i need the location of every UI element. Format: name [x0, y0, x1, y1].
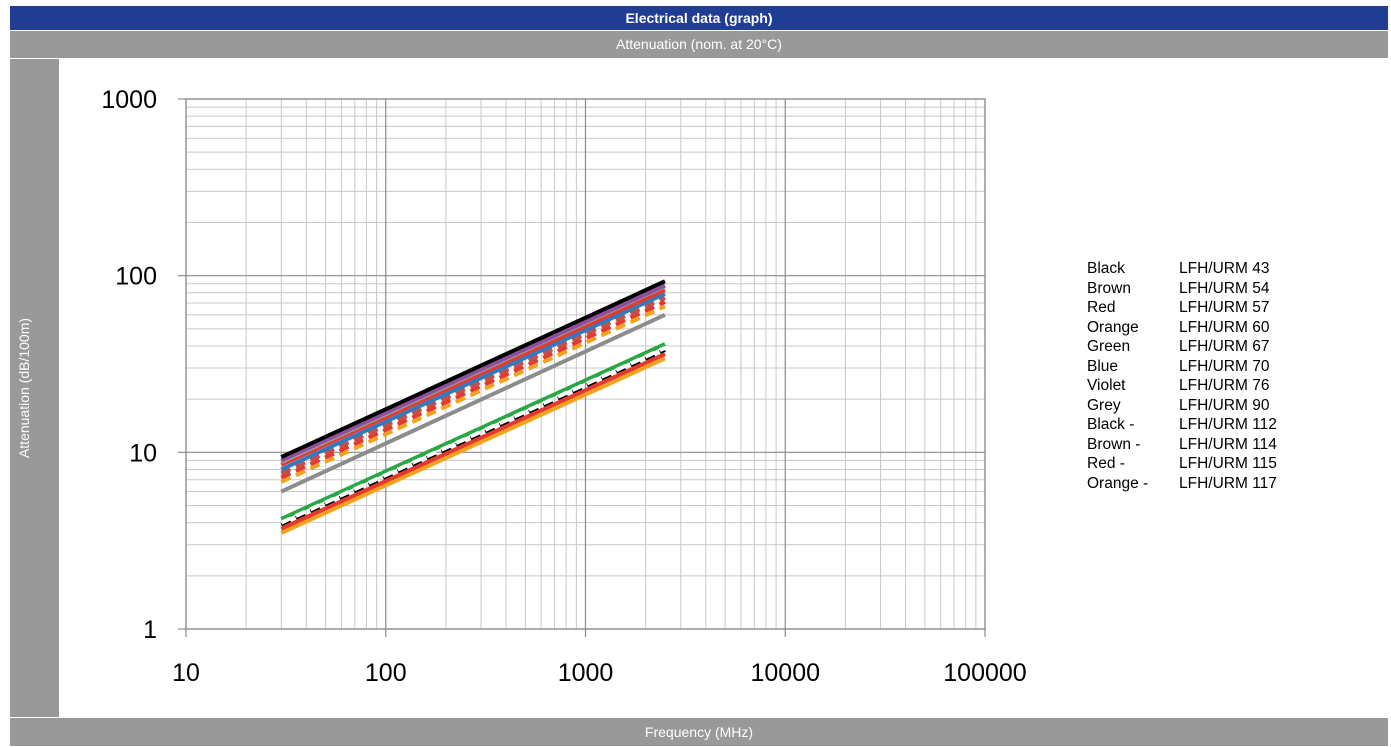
- legend-color-name: Blue: [1087, 357, 1119, 375]
- legend-series-name: LFH/URM 76: [1179, 377, 1270, 394]
- series-line-lfh-urm-90: [280, 313, 666, 494]
- legend-item: Brown LFH/URM 54: [1087, 279, 1319, 299]
- y-tick-label: 10: [129, 439, 157, 467]
- legend-color-name: Brown -: [1087, 435, 1141, 453]
- legend-series-name: LFH/URM 112: [1179, 416, 1277, 433]
- chart-header-title: Electrical data (graph): [10, 6, 1388, 30]
- plot-border: [185, 98, 986, 630]
- legend-color-name: Orange -: [1087, 474, 1149, 492]
- legend-color-name: Violet: [1087, 377, 1126, 394]
- x-axis-label: Frequency (MHz): [10, 718, 1388, 746]
- x-tick-label: 100: [365, 659, 407, 687]
- legend-item: Black LFH/URM 43: [1087, 259, 1319, 279]
- series-line-lfh-urm-60: [280, 356, 666, 535]
- legend-item: Red LFH/URM 57: [1087, 298, 1319, 318]
- legend-item: Violet LFH/URM 76: [1087, 376, 1319, 396]
- legend-series-name: LFH/URM 43: [1179, 260, 1270, 277]
- series-line-lfh-urm-57: [280, 288, 666, 467]
- legend-series-name: LFH/URM 54: [1179, 279, 1270, 297]
- series-line-lfh-urm-70: [280, 291, 666, 472]
- legend-item: Grey LFH/URM 90: [1087, 396, 1319, 416]
- x-tick-label: 100000: [943, 659, 1026, 687]
- legend-series-name: LFH/URM 114: [1179, 435, 1277, 453]
- legend-color-name: Orange: [1087, 318, 1139, 336]
- series-line-lfh-urm-43: [280, 279, 666, 459]
- legend-series-name: LFH/URM 60: [1179, 318, 1270, 336]
- series-line-lfh-urm-115: [280, 300, 666, 480]
- legend-color-name: Black: [1087, 260, 1125, 277]
- legend-series-name: LFH/URM 117: [1179, 474, 1277, 492]
- series-line-lfh-urm-76: [280, 283, 666, 463]
- legend-series-name: LFH/URM 115: [1179, 455, 1277, 472]
- legend-color-name: Green: [1087, 338, 1131, 355]
- legend-item: Black - LFH/URM 112: [1087, 415, 1319, 435]
- x-tick-label: 10000: [750, 659, 820, 687]
- series-line-extra: [280, 346, 666, 525]
- series-line-lfh-urm-67: [280, 342, 666, 521]
- legend: Black LFH/URM 43 Brown LFH/URM 54 Red LFH/URM…: [1087, 259, 1319, 493]
- y-tick-label: 1: [143, 616, 157, 644]
- legend-series-name: LFH/URM 67: [1179, 338, 1270, 355]
- legend-item: Green LFH/URM 67: [1087, 337, 1319, 357]
- y-tick-label: 1000: [101, 86, 157, 114]
- legend-color-name: Red -: [1087, 455, 1125, 472]
- legend-item: Red - LFH/URM 115: [1087, 454, 1319, 474]
- y-axis-label-bar: [10, 59, 59, 717]
- legend-item: Orange LFH/URM 60: [1087, 318, 1319, 338]
- series-line-extra: [280, 352, 666, 531]
- chart-subtitle: Attenuation (nom. at 20°C): [10, 31, 1388, 58]
- series-line-lfh-urm-117: [280, 304, 666, 484]
- legend-color-name: Grey: [1087, 396, 1121, 414]
- legend-series-name: LFH/URM 90: [1179, 396, 1270, 414]
- legend-color-name: Black -: [1087, 416, 1135, 433]
- x-tick-label: 10: [172, 659, 200, 687]
- series-line-lfh-urm-114: [280, 295, 666, 476]
- legend-color-name: Brown: [1087, 279, 1131, 297]
- legend-item: Brown - LFH/URM 114: [1087, 435, 1319, 455]
- legend-item: Blue LFH/URM 70: [1087, 357, 1319, 377]
- legend-item: Orange - LFH/URM 117: [1087, 474, 1319, 494]
- legend-series-name: LFH/URM 70: [1179, 357, 1270, 375]
- legend-series-name: LFH/URM 57: [1179, 299, 1270, 316]
- y-tick-label: 100: [115, 263, 157, 291]
- x-tick-label: 1000: [558, 659, 614, 687]
- legend-color-name: Red: [1087, 299, 1116, 316]
